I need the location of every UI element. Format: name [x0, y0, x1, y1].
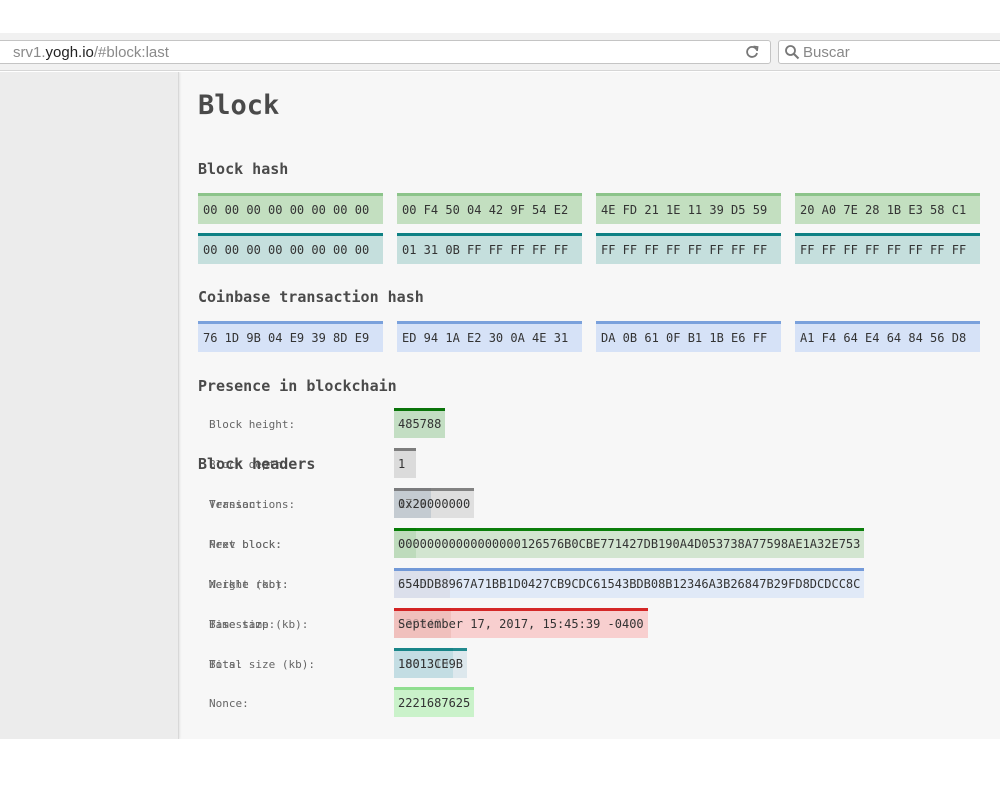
- coinbase-chip-2: ED 94 1A E2 30 0A 4E 31: [397, 321, 582, 352]
- search-icon: [784, 44, 800, 60]
- hash-chip-row1-2: 00 F4 50 04 42 9F 54 E2: [397, 193, 582, 224]
- hash-chip-row1-3: 4E FD 21 1E 11 39 D5 59: [596, 193, 781, 224]
- presence-label-7: Total size (kb):: [209, 658, 315, 671]
- header-label-6: Nonce:: [209, 697, 249, 710]
- coinbase-chip-3: DA 0B 61 0F B1 1B E6 FF: [596, 321, 781, 352]
- sidebar: [0, 72, 179, 739]
- hash-chip-row2-4: FF FF FF FF FF FF FF FF: [795, 233, 980, 264]
- presence-title: Presence in blockchain: [198, 377, 397, 395]
- header-value-4: September 17, 2017, 15:45:39 -0400: [394, 608, 648, 638]
- page-viewport: Block Block hash 00 00 00 00 00 00 00 00…: [0, 72, 1000, 739]
- presence-label-4: Next block:: [209, 538, 282, 551]
- search-bar[interactable]: [778, 40, 1000, 64]
- header-value-3: 654DDB8967A71BB1D0427CB9CDC61543BDB08B12…: [394, 568, 865, 598]
- block-content: Block Block hash 00 00 00 00 00 00 00 00…: [198, 72, 1000, 739]
- address-url[interactable]: srv1.yogh.io/#block:last: [13, 44, 169, 61]
- hash-chip-row1-1: 00 00 00 00 00 00 00 00: [198, 193, 383, 224]
- below-page-area: [0, 739, 1000, 800]
- header-value-5: 18013CE9B: [394, 648, 468, 678]
- coinbase-hash-title: Coinbase transaction hash: [198, 288, 424, 306]
- hash-chip-row2-3: FF FF FF FF FF FF FF FF: [596, 233, 781, 264]
- coinbase-chip-4: A1 F4 64 E4 64 84 56 D8: [795, 321, 980, 352]
- page-title: Block: [198, 90, 280, 121]
- header-label-4: Timestamp:: [209, 618, 276, 631]
- header-label-2: Prev block:: [209, 538, 282, 551]
- header-label-3: Merkle root:: [209, 578, 289, 591]
- header-value-1: 0x20000000: [394, 488, 475, 518]
- presence-label-1: Block height:: [209, 418, 296, 431]
- hash-chip-row1-4: 20 A0 7E 28 1B E3 58 C1: [795, 193, 980, 224]
- block-hash-title: Block hash: [198, 160, 289, 178]
- header-value-6: 2221687625: [394, 687, 475, 717]
- presence-label-2: Block depth:: [209, 458, 289, 471]
- hash-chip-row2-1: 00 00 00 00 00 00 00 00: [198, 233, 383, 264]
- header-label-5: Bits:: [209, 658, 243, 671]
- header-label-1: Version:: [209, 498, 262, 511]
- presence-label-6: Base size (kb):: [209, 618, 309, 631]
- reload-icon[interactable]: [744, 43, 760, 61]
- search-input[interactable]: [803, 43, 993, 61]
- presence-value-1: 485788: [394, 408, 446, 438]
- presence-value-2: 1: [394, 448, 416, 478]
- hash-chip-row2-2: 01 31 0B FF FF FF FF FF: [397, 233, 582, 264]
- window-top-strip: [0, 0, 1000, 33]
- presence-label-3: Transactions:: [209, 498, 296, 511]
- block-headers-title: Block headers: [198, 455, 316, 473]
- coinbase-chip-1: 76 1D 9B 04 E9 39 8D E9: [198, 321, 383, 352]
- address-bar[interactable]: srv1.yogh.io/#block:last: [0, 40, 771, 64]
- header-value-2: 00000000000000000126576B0CBE771427DB190A…: [394, 528, 865, 558]
- presence-label-5: Weight (kb):: [209, 578, 289, 591]
